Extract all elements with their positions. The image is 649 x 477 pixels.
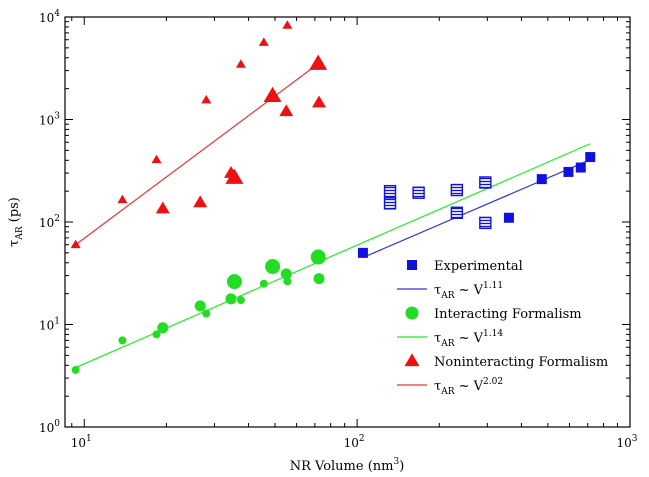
noninteracting-point bbox=[235, 59, 246, 68]
legend-label: Interacting Formalism bbox=[434, 307, 582, 322]
experimental-point bbox=[450, 183, 464, 197]
noninteracting-point bbox=[151, 154, 162, 164]
legend-fit-label: τAR ~ V1.14 bbox=[434, 329, 503, 349]
interacting-point bbox=[310, 249, 326, 265]
legend-label: Experimental bbox=[434, 259, 523, 274]
y-tick-label: 104 bbox=[39, 9, 60, 25]
experimental-point bbox=[383, 184, 397, 198]
interacting-point bbox=[194, 300, 206, 312]
interacting-point bbox=[202, 309, 211, 318]
noninteracting-point bbox=[193, 195, 208, 208]
interacting-point bbox=[265, 259, 281, 275]
noninteracting-point bbox=[117, 194, 128, 204]
experimental-point bbox=[479, 216, 492, 230]
interacting-point bbox=[280, 268, 292, 280]
experimental-point bbox=[575, 162, 586, 173]
interacting-point bbox=[71, 365, 80, 374]
fit-line-3 bbox=[75, 62, 320, 246]
interacting-point bbox=[225, 293, 237, 305]
legend-marker-experimental bbox=[407, 260, 417, 270]
interacting-point bbox=[283, 277, 292, 286]
noninteracting-point bbox=[279, 104, 294, 117]
axis-ticks bbox=[65, 16, 630, 428]
experimental-point bbox=[563, 166, 574, 177]
legend: Experimental τAR ~ V1.11 Interacting Forma… bbox=[397, 259, 608, 397]
legend-marker-noninteracting bbox=[404, 353, 420, 367]
y-axis-label: τAR (ps) bbox=[7, 197, 25, 247]
x-tick-label: 103 bbox=[616, 434, 637, 450]
experimental-point bbox=[450, 206, 464, 219]
interacting-point bbox=[152, 330, 161, 339]
noninteracting-point bbox=[263, 86, 282, 102]
noninteracting-point bbox=[312, 95, 327, 108]
x-tick-label: 102 bbox=[344, 434, 365, 450]
interacting-point bbox=[118, 336, 127, 345]
data-points bbox=[70, 20, 596, 374]
interacting-point bbox=[226, 274, 242, 290]
experimental-point bbox=[479, 176, 492, 189]
x-axis-label: NR Volume (nm3) bbox=[290, 457, 405, 474]
y-tick-label: 101 bbox=[39, 317, 60, 333]
y-tick-label: 103 bbox=[39, 112, 60, 128]
noninteracting-point bbox=[309, 54, 328, 70]
noninteracting-point bbox=[258, 37, 269, 46]
experimental-point bbox=[536, 174, 547, 185]
interacting-point bbox=[259, 279, 268, 288]
experimental-point bbox=[357, 247, 368, 258]
experimental-point bbox=[585, 152, 596, 163]
noninteracting-point bbox=[70, 239, 81, 249]
noninteracting-point bbox=[282, 20, 293, 29]
legend-fit-label: τAR ~ V2.02 bbox=[434, 377, 503, 397]
experimental-point bbox=[412, 186, 425, 199]
interacting-point bbox=[236, 296, 245, 305]
noninteracting-point bbox=[155, 201, 170, 214]
experimental-point bbox=[383, 197, 397, 210]
interacting-point bbox=[313, 273, 325, 285]
legend-fit-label: τAR ~ V1.11 bbox=[434, 281, 503, 301]
fit-line-1 bbox=[362, 159, 591, 259]
y-tick-label: 100 bbox=[39, 419, 60, 435]
legend-marker-interacting bbox=[405, 306, 419, 320]
tick-labels: 101 102 103 100 101 102 103 104 bbox=[39, 9, 638, 450]
y-tick-label: 102 bbox=[39, 214, 60, 230]
noninteracting-point bbox=[225, 168, 244, 184]
experimental-point bbox=[503, 212, 514, 223]
noninteracting-point bbox=[201, 94, 212, 104]
interacting-point bbox=[157, 322, 169, 334]
legend-label: Noninteracting Formalism bbox=[434, 355, 608, 370]
x-tick-label: 101 bbox=[71, 434, 92, 450]
